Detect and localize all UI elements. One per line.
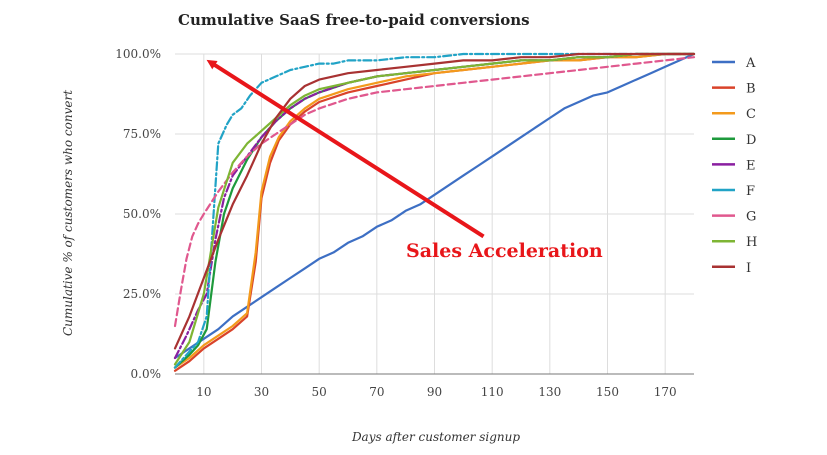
series-lines bbox=[173, 52, 696, 372]
y-tick-label: 25.0% bbox=[123, 287, 161, 301]
x-tick-label: 10 bbox=[196, 385, 211, 399]
y-axis-label: Cumulative % of customers who convert bbox=[61, 90, 75, 336]
series-line-c bbox=[173, 52, 696, 369]
x-axis-label: Days after customer signup bbox=[351, 430, 520, 444]
y-axis-ticks: 0.0% 25.0% 50.0% 75.0% 100.0% bbox=[115, 47, 161, 381]
annotation: Sales Acceleration bbox=[206, 59, 603, 262]
legend-label-g: G bbox=[746, 210, 756, 225]
x-tick-label: 150 bbox=[596, 385, 619, 399]
legend-label-a: A bbox=[745, 56, 756, 71]
legend-label-c: C bbox=[746, 107, 756, 122]
legend-label-b: B bbox=[746, 82, 756, 97]
y-tick-label: 75.0% bbox=[123, 127, 161, 141]
legend-label-f: F bbox=[746, 184, 755, 199]
chart-title: Cumulative SaaS free-to-paid conversions bbox=[178, 11, 530, 29]
legend-label-i: I bbox=[746, 261, 751, 276]
x-tick-label: 110 bbox=[481, 385, 504, 399]
series-line-g bbox=[173, 56, 696, 328]
series-line-a bbox=[173, 52, 696, 360]
sales-acceleration-arrow bbox=[206, 59, 485, 239]
x-tick-label: 70 bbox=[369, 385, 384, 399]
x-tick-label: 50 bbox=[312, 385, 327, 399]
y-tick-label: 50.0% bbox=[123, 207, 161, 221]
series-line-f bbox=[173, 52, 696, 369]
legend-label-d: D bbox=[746, 133, 756, 148]
grid bbox=[175, 53, 694, 375]
legend-label-h: H bbox=[746, 235, 757, 250]
x-axis-ticks: 10 30 50 70 90 110 130 150 170 bbox=[196, 385, 676, 399]
x-tick-label: 90 bbox=[427, 385, 442, 399]
sales-acceleration-label: Sales Acceleration bbox=[406, 240, 603, 262]
x-tick-label: 130 bbox=[538, 385, 561, 399]
series-line-h bbox=[173, 52, 696, 366]
legend-label-e: E bbox=[746, 158, 756, 173]
x-tick-label: 30 bbox=[254, 385, 269, 399]
y-tick-label: 0.0% bbox=[131, 367, 162, 381]
x-tick-label: 170 bbox=[654, 385, 677, 399]
series-line-i bbox=[173, 52, 696, 350]
y-tick-label: 100.0% bbox=[115, 47, 161, 61]
